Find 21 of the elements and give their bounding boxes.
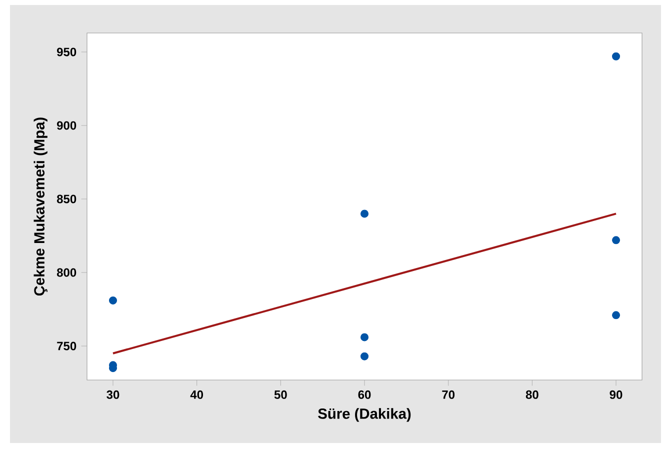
x-tick-label: 80 <box>526 390 538 399</box>
point <box>360 352 369 360</box>
x-tick-label: 90 <box>610 390 622 399</box>
point <box>612 311 620 320</box>
point <box>612 52 620 60</box>
point <box>612 236 620 244</box>
y-tick-label: 800 <box>56 268 76 277</box>
x-axis-title: Süre (Dakika) <box>318 408 411 422</box>
x-tick-label: 60 <box>358 390 371 399</box>
y-tick-label: 750 <box>57 342 76 350</box>
y-tick-label: 900 <box>56 121 76 130</box>
y-tick-label: 850 <box>56 194 76 204</box>
x-tick-label: 50 <box>274 390 287 399</box>
point <box>108 296 117 304</box>
x-tick-label: 40 <box>190 390 204 399</box>
x-tick-label: 30 <box>106 390 120 399</box>
x-tick-label: 70 <box>442 390 455 399</box>
y-axis-title: Çekme Mukavemeti (Mpa) <box>34 118 48 296</box>
point <box>360 333 369 342</box>
point <box>360 210 369 218</box>
y-tick-label: 950 <box>56 48 76 56</box>
